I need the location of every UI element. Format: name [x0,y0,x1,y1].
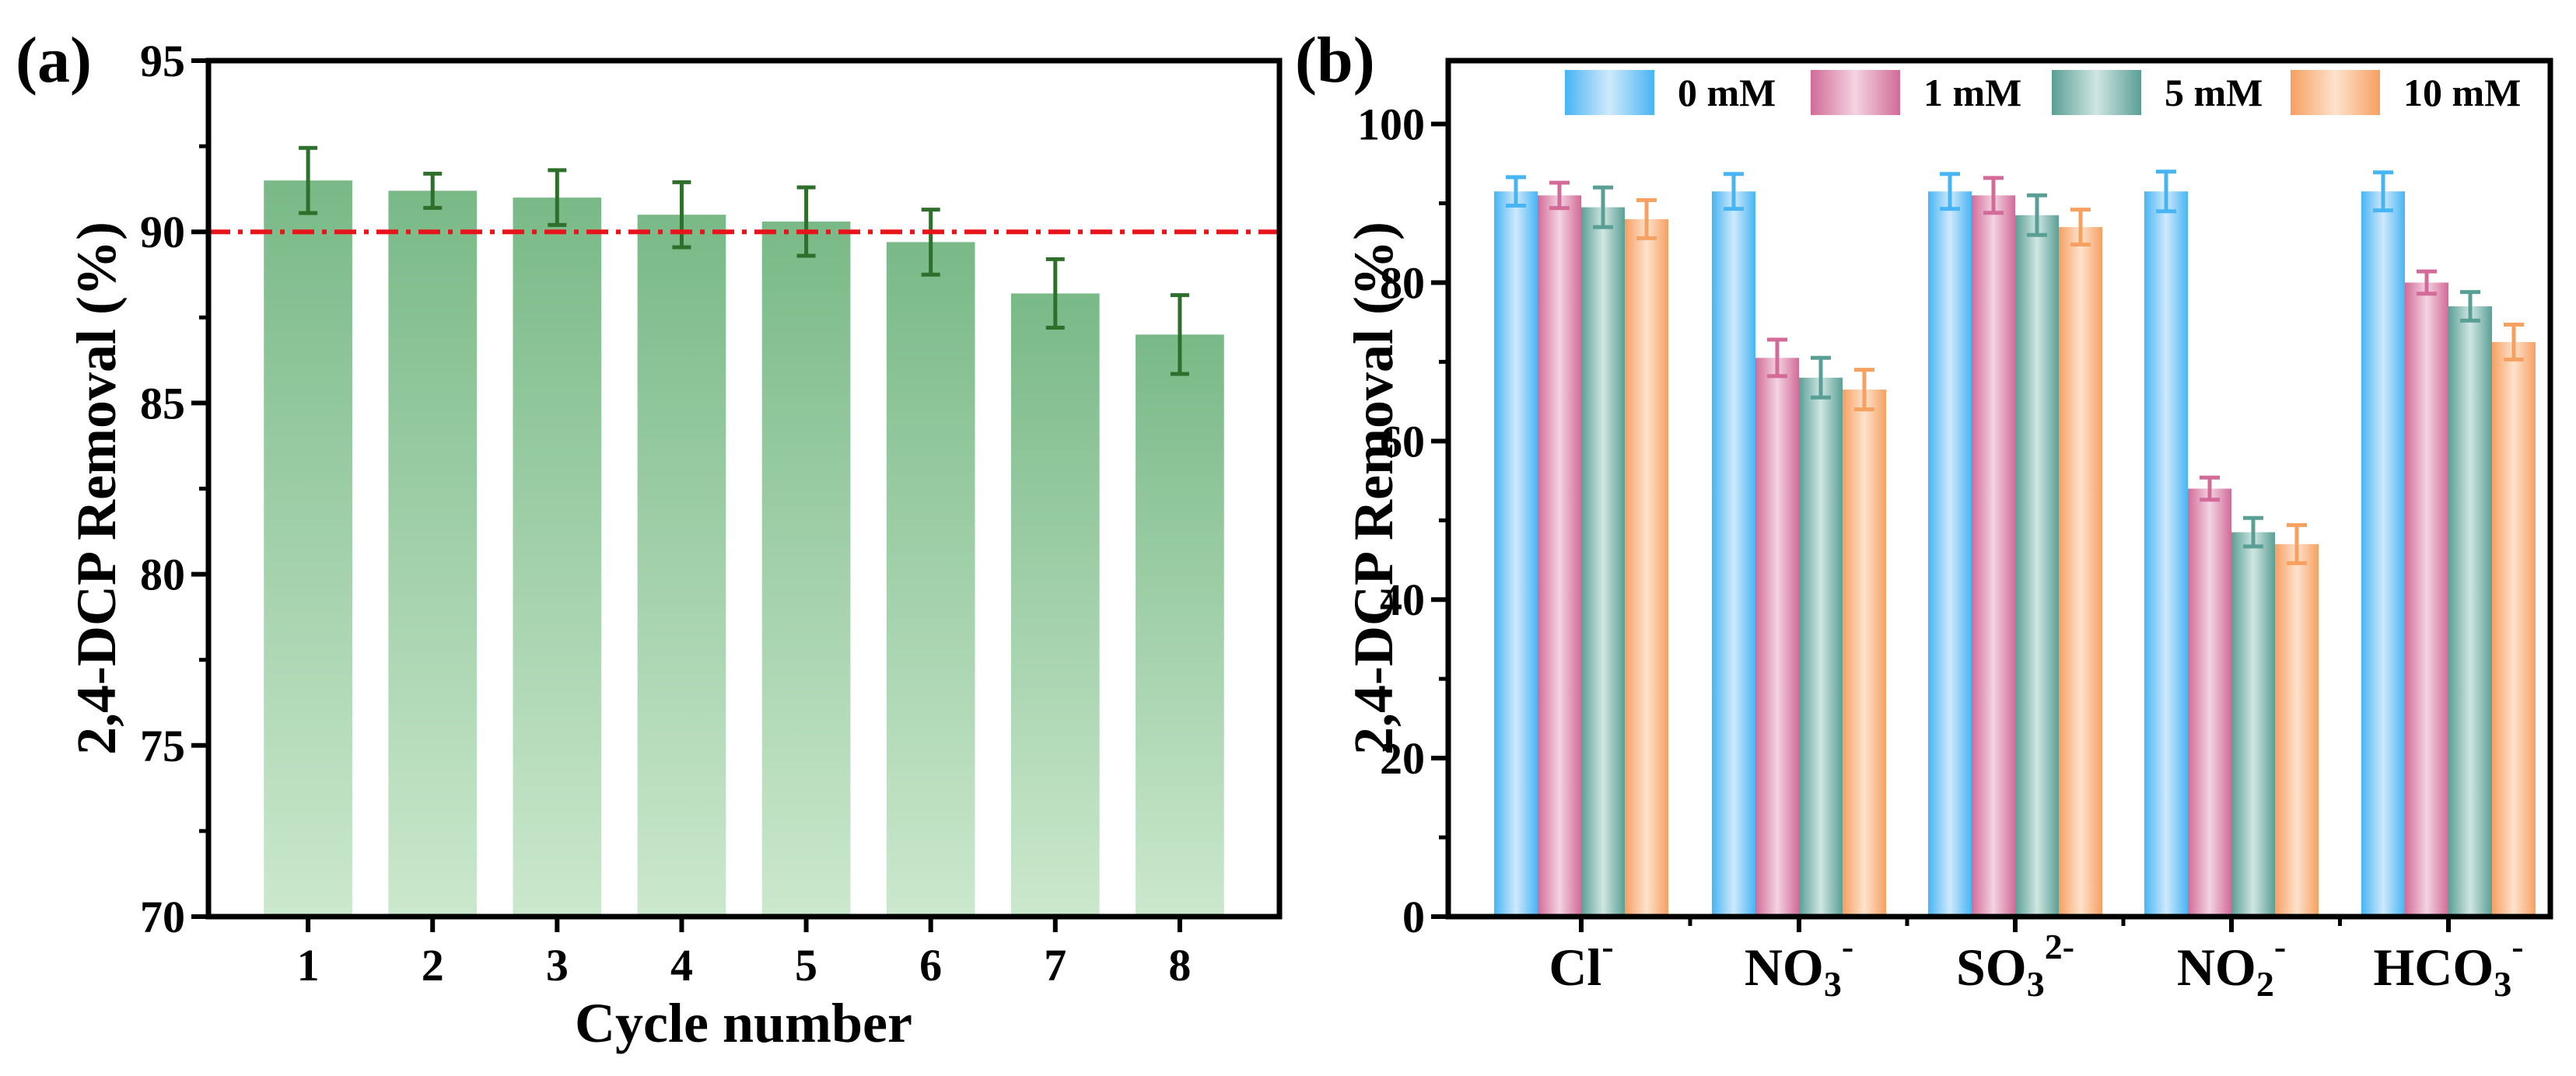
x-tick-label: HCO3- [2373,927,2523,1004]
x-tick-label: 3 [546,940,569,990]
bar [1928,191,1972,917]
bar [1625,218,1668,917]
legend-swatch [1565,70,1654,115]
x-tick-label: 4 [670,940,693,990]
panel-b: (b) 0 20 40 60 80 100 Cl- NO3- SO32- NO2- HCO3- 0 … [1295,24,2553,1004]
x-tick-label: 2 [422,940,444,990]
bar [2361,191,2405,917]
panel-a-x-axis-label: Cycle number [575,992,912,1054]
bar [2275,543,2319,917]
legend-label: 10 mM [2403,71,2521,114]
bar [264,180,352,917]
y-tick-label: 0 [1402,892,1425,942]
x-tick-label: 7 [1044,940,1066,990]
bar [761,221,851,917]
bar [513,197,602,917]
y-tick-label: 85 [140,378,185,428]
bar [1712,191,1755,917]
x-tick-label: NO3- [1745,927,1853,1004]
panel-b-y-axis-label: 2,4-DCP Removal (%) [1342,222,1405,755]
y-tick-label: 75 [140,721,185,771]
bar [1010,293,1100,917]
y-tick-label: 80 [140,550,185,600]
x-tick-label: 8 [1168,940,1191,990]
legend: 0 mM 1 mM 5 mM 10 mM [1565,70,2521,115]
bar [2231,532,2275,917]
bar [1538,195,1581,917]
bar [1494,191,1538,917]
y-tick-label: 70 [140,892,185,942]
x-tick-label: 5 [795,940,817,990]
legend-label: 1 mM [1923,71,2021,114]
x-tick-label: NO2- [2177,927,2286,1004]
bar [1581,207,1625,917]
legend-label: 0 mM [1678,71,1776,114]
panel-b-frame [1445,58,2553,920]
bar [2448,306,2492,917]
bar [886,242,975,917]
legend-swatch [2052,70,2141,115]
panel-a-frame [205,58,1283,920]
x-tick-label: 6 [919,940,942,990]
x-tick-label: 1 [297,940,320,990]
y-tick-label: 95 [140,36,185,86]
x-tick-label: SO32- [1956,927,2074,1004]
legend-label: 5 mM [2165,71,2263,114]
legend-swatch [2291,70,2380,115]
panel-b-label: (b) [1295,24,1375,96]
y-tick-label: 40 [1380,575,1425,625]
bar [388,190,478,917]
bar [1972,195,2015,917]
panel-a-y-axis-label: 2,4-DCP Removal (%) [65,222,128,755]
x-tick-label: Cl- [1549,927,1613,997]
panel-a: (a) 70 75 80 85 90 95 1 2 3 4 5 6 7 8 Cycle number 2,… [16,24,1283,1054]
bar [2144,191,2188,917]
legend-swatch [1811,70,1900,115]
bar [2188,488,2231,917]
bar [1136,334,1224,917]
bar [1843,390,1886,917]
y-tick-label: 20 [1380,733,1425,784]
y-tick-label: 80 [1380,257,1425,308]
y-tick-label: 90 [140,207,185,257]
y-tick-label: 60 [1380,416,1425,466]
bar [637,215,726,917]
bar [2492,341,2536,917]
bar [2405,282,2448,917]
bar [2015,215,2059,917]
bar [1755,358,1799,917]
y-tick-label: 100 [1357,100,1425,150]
bar [1799,377,1843,917]
panel-a-label: (a) [16,24,92,96]
bar [2059,227,2102,917]
